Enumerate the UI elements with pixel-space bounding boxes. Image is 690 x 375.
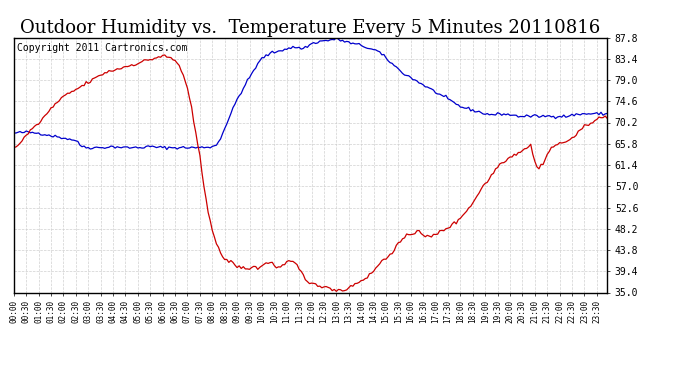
Text: Copyright 2011 Cartronics.com: Copyright 2011 Cartronics.com [17, 43, 187, 52]
Title: Outdoor Humidity vs.  Temperature Every 5 Minutes 20110816: Outdoor Humidity vs. Temperature Every 5… [21, 20, 600, 38]
